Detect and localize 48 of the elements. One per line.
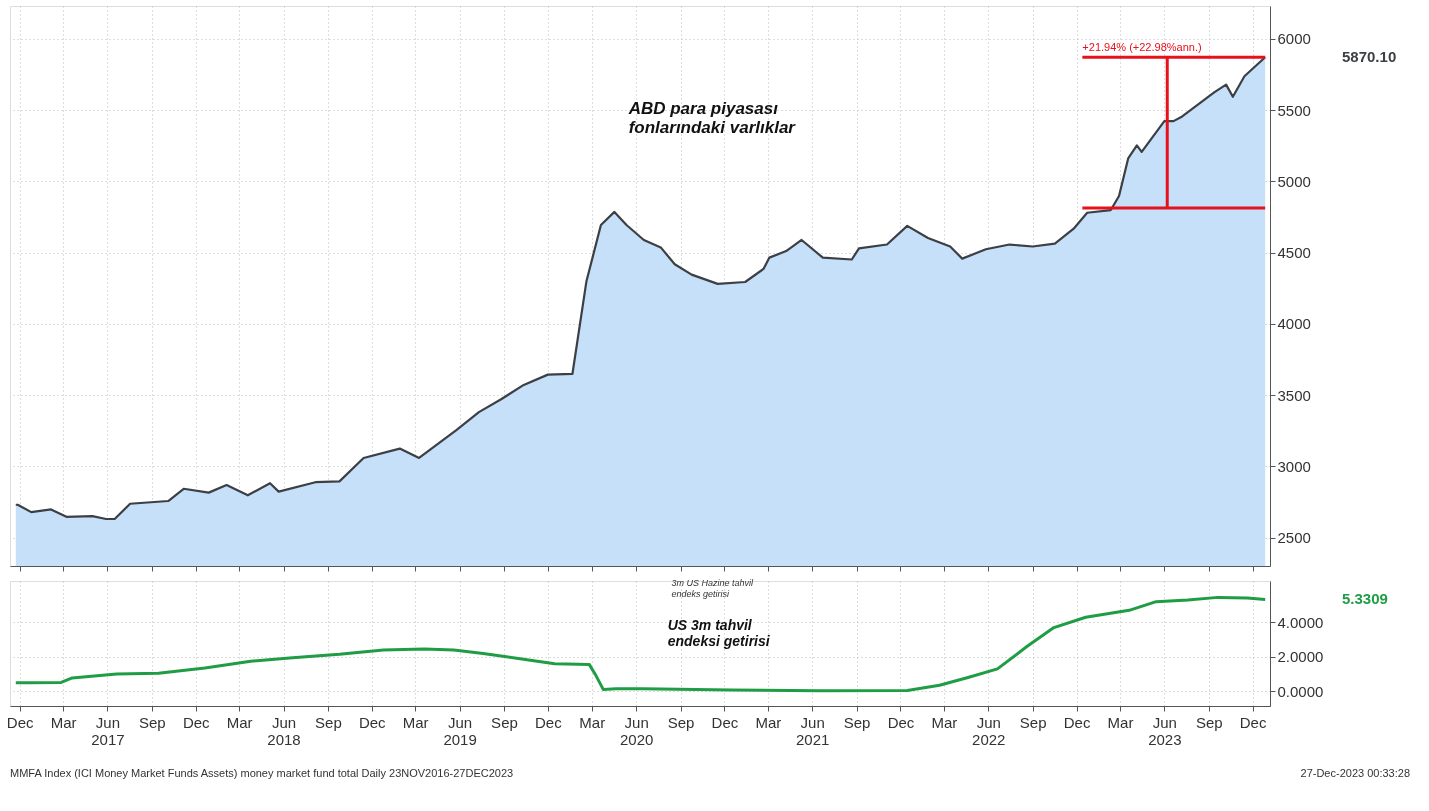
- x-tick-label: Sep: [138, 713, 166, 731]
- x-tick-label: Dec: [182, 713, 211, 731]
- y-tick-label: 2.0000: [1277, 648, 1324, 666]
- x-tick-label: Mar: [579, 713, 606, 731]
- x-tick-label: Mar: [226, 713, 253, 731]
- x-tick-label: Dec: [1239, 713, 1267, 731]
- y-tick-label: 5000: [1277, 172, 1311, 190]
- x-tick-label: Sep: [843, 713, 871, 731]
- y-tick-label: 6000: [1277, 30, 1311, 48]
- y-tick-label: 4000: [1277, 315, 1311, 333]
- x-tick-label: Jun 2018: [267, 713, 301, 748]
- text: 27-Dec-2023 00:33:28: [1300, 767, 1410, 779]
- annotation: ABD para piyasası fonlarındaki varlıklar: [627, 99, 797, 138]
- x-tick-label: Dec: [6, 713, 34, 731]
- text: MMFA Index (ICI Money Market Funds Assets) money market fund total Daily 23NOV2016-27DEC2023: [10, 767, 514, 779]
- x-tick-label: Jun 2023: [1148, 713, 1182, 748]
- x-tick-label: Dec: [711, 713, 739, 731]
- x-tick-label: Mar: [1107, 713, 1134, 731]
- text: 5870.10: [1342, 48, 1397, 66]
- y-tick-label: 4500: [1277, 244, 1311, 262]
- x-tick-label: Jun 2021: [796, 713, 830, 748]
- x-tick-label: Mar: [50, 713, 77, 731]
- x-tick-label: Jun 2019: [443, 713, 477, 748]
- x-tick-label: Jun 2020: [619, 713, 654, 748]
- x-tick-label: Sep: [1019, 713, 1047, 731]
- y-tick-label: 3500: [1277, 386, 1311, 404]
- x-tick-label: Mar: [402, 713, 429, 731]
- y-tick-label: 2500: [1277, 529, 1311, 546]
- x-tick-label: Sep: [667, 713, 695, 731]
- x-tick-label: Mar: [931, 713, 958, 731]
- x-tick-label: Dec: [887, 713, 915, 731]
- x-tick-label: Sep: [491, 713, 518, 731]
- x-tick-label: Jun 2022: [972, 713, 1006, 748]
- x-tick-label: Jun 2017: [91, 713, 125, 748]
- y-tick-label: 5500: [1277, 101, 1311, 119]
- x-tick-label: Sep: [315, 713, 342, 731]
- annotation: +21.94% (+22.98%ann.): [1082, 41, 1202, 54]
- y-tick-label: 0.0000: [1277, 682, 1324, 700]
- annotation: US 3m tahvil endeksi getirisi: [667, 616, 771, 649]
- annotation: 3m US Hazine tahvil endeks getirisi: [671, 578, 755, 599]
- x-tick-label: Dec: [535, 713, 563, 731]
- x-tick-label: Mar: [755, 713, 782, 731]
- x-tick-label: Dec: [1063, 713, 1091, 731]
- y-tick-label: 4.0000: [1277, 613, 1324, 631]
- y-tick-label: 3000: [1277, 457, 1311, 475]
- x-tick-label: Sep: [1195, 713, 1223, 731]
- x-tick-label: Dec: [358, 713, 387, 731]
- text: 5.3309: [1342, 590, 1388, 608]
